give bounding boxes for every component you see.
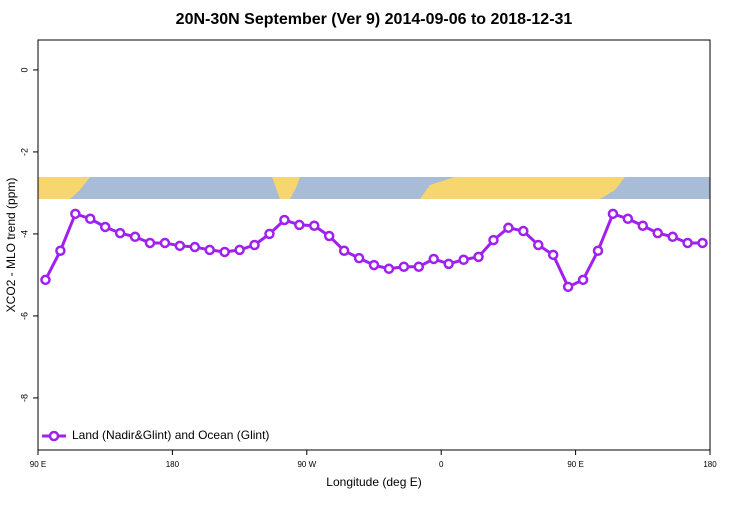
data-point xyxy=(592,245,604,256)
data-point xyxy=(368,259,380,271)
y-tick-label: -8 xyxy=(19,394,29,402)
data-point xyxy=(219,246,230,258)
data-point xyxy=(323,230,335,242)
data-point xyxy=(144,237,156,249)
data-point xyxy=(488,234,499,246)
data-point xyxy=(294,219,305,231)
chart-title: 20N-30N September (Ver 9) 2014-09-06 to … xyxy=(176,11,573,28)
data-point xyxy=(607,208,619,220)
data-point xyxy=(353,252,365,264)
data-point xyxy=(428,253,439,265)
legend-marker xyxy=(48,430,60,442)
y-tick-label: -2 xyxy=(19,148,29,156)
data-point xyxy=(398,261,410,272)
data-point xyxy=(413,261,425,272)
data-point xyxy=(129,231,141,243)
data-point xyxy=(40,274,51,286)
plot-frame xyxy=(37,39,711,451)
y-axis-label: XCO2 - MLO trend (ppm) xyxy=(4,178,18,313)
data-point xyxy=(249,239,260,251)
data-point xyxy=(473,251,484,263)
x-tick-label: 0 xyxy=(439,460,444,469)
data-point xyxy=(667,231,678,243)
data-point xyxy=(458,254,469,266)
data-point xyxy=(189,241,201,253)
data-point xyxy=(443,258,454,270)
x-tick-label: 180 xyxy=(166,460,180,469)
data-point xyxy=(264,228,275,240)
legend-label: Land (Nadir&Glint) and Ocean (Glint) xyxy=(72,428,269,442)
data-point xyxy=(309,220,320,231)
data-point xyxy=(518,225,529,237)
map-strip xyxy=(38,177,710,199)
data-point xyxy=(503,222,514,234)
data-point xyxy=(383,263,395,275)
data-point xyxy=(99,221,111,233)
data-point xyxy=(682,237,693,249)
x-axis-label: Longitude (deg E) xyxy=(326,475,421,489)
data-point xyxy=(174,240,186,252)
data-point xyxy=(533,239,544,251)
data-point xyxy=(114,227,126,239)
data-point xyxy=(204,244,215,256)
data-point xyxy=(85,213,96,225)
data-point xyxy=(234,244,245,256)
data-point xyxy=(338,245,350,256)
x-tick-label: 90 W xyxy=(297,460,316,469)
data-point xyxy=(55,245,66,256)
x-tick-label: 180 xyxy=(703,460,717,469)
data-point xyxy=(652,227,663,239)
x-tick-label: 90 E xyxy=(30,460,46,469)
data-point xyxy=(279,214,290,226)
y-tick-label: -4 xyxy=(19,230,29,238)
data-point xyxy=(697,237,708,249)
y-tick-label: 0 xyxy=(19,67,29,72)
series-line xyxy=(44,211,703,289)
y-tick-label: -6 xyxy=(19,312,29,320)
data-point xyxy=(159,237,171,249)
data-point xyxy=(637,220,649,231)
x-tick-label: 90 E xyxy=(567,460,583,469)
data-point xyxy=(70,208,81,220)
data-point xyxy=(622,213,634,225)
data-point xyxy=(577,274,589,286)
data-point xyxy=(562,281,574,293)
data-point xyxy=(547,249,559,261)
